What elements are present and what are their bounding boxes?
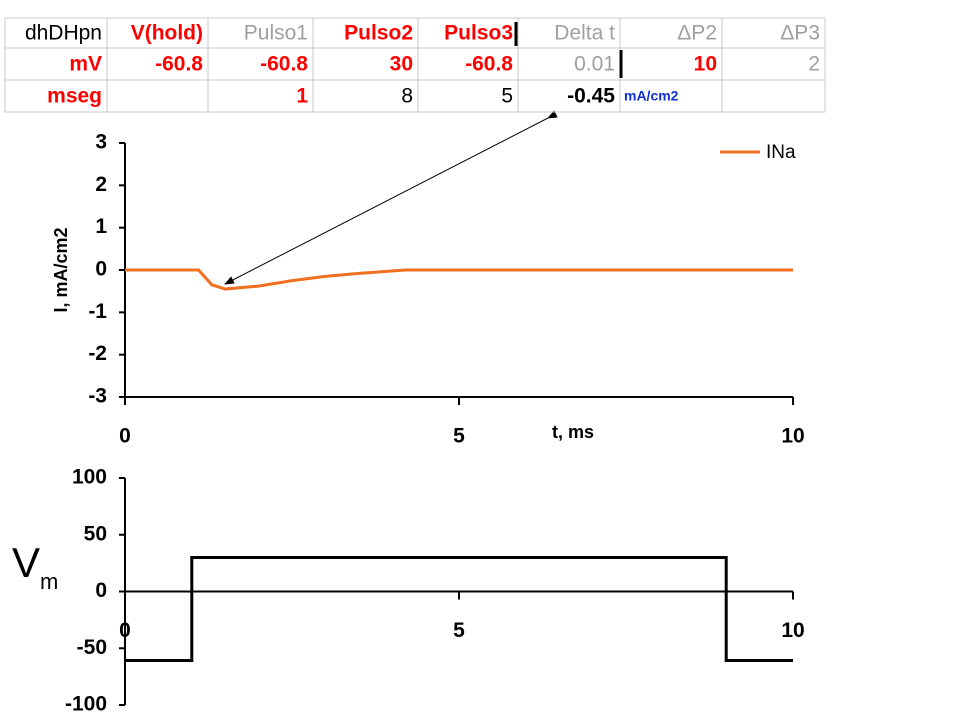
cell: dhDHpn xyxy=(25,22,102,45)
x-axis-label: t, ms xyxy=(552,422,594,442)
y-tick-label: -1 xyxy=(88,300,107,323)
y-tick-label: -100 xyxy=(65,693,107,716)
cell: 8 xyxy=(401,85,413,108)
cell: ΔP2 xyxy=(677,22,717,45)
x-tick-label: 10 xyxy=(781,425,804,448)
cell: mV xyxy=(69,53,102,76)
cell: -60.8 xyxy=(465,53,513,76)
cell: 2 xyxy=(808,53,820,76)
y-axis-label: V xyxy=(12,539,40,586)
y-tick-label: 1 xyxy=(95,215,107,238)
cell: Pulso1 xyxy=(244,22,308,45)
cell: Delta t xyxy=(554,22,615,45)
y-tick-label: 3 xyxy=(95,131,107,154)
y-tick-label: -2 xyxy=(88,342,107,365)
cell: 5 xyxy=(501,85,513,108)
y-axis-label-sub: m xyxy=(40,569,58,594)
legend-label: INa xyxy=(766,142,796,163)
cell: mseg xyxy=(47,85,102,108)
y-tick-label: -50 xyxy=(77,636,107,659)
cell: ΔP3 xyxy=(780,22,820,45)
y-tick-label: 100 xyxy=(72,466,107,489)
annotation-arrow xyxy=(224,110,558,285)
x-tick-label: 10 xyxy=(781,619,804,642)
cell: V(hold) xyxy=(131,22,203,45)
y-tick-label: -3 xyxy=(88,385,107,408)
cell: 0.01 xyxy=(574,53,615,76)
x-tick-label: 5 xyxy=(453,619,465,642)
cell: mA/cm2 xyxy=(624,88,679,104)
y-tick-label: 2 xyxy=(95,173,107,196)
cell: 30 xyxy=(390,53,413,76)
y-tick-label: 0 xyxy=(95,258,107,281)
x-tick-label: 5 xyxy=(453,425,465,448)
x-tick-label: 0 xyxy=(119,425,131,448)
cell: -60.8 xyxy=(260,53,308,76)
series-line xyxy=(125,555,793,663)
y-tick-label: 50 xyxy=(84,522,107,545)
cell: 10 xyxy=(694,53,717,76)
y-tick-label: 0 xyxy=(95,579,107,602)
x-tick-label: 0 xyxy=(119,619,131,642)
series-line xyxy=(125,268,793,291)
cell: Pulso3 xyxy=(444,22,513,45)
cell: -60.8 xyxy=(155,53,203,76)
cell: -0.45 xyxy=(567,85,615,108)
cell: 1 xyxy=(296,85,308,108)
y-axis-label: I, mA/cm2 xyxy=(51,227,71,312)
cell: Pulso2 xyxy=(344,22,413,45)
